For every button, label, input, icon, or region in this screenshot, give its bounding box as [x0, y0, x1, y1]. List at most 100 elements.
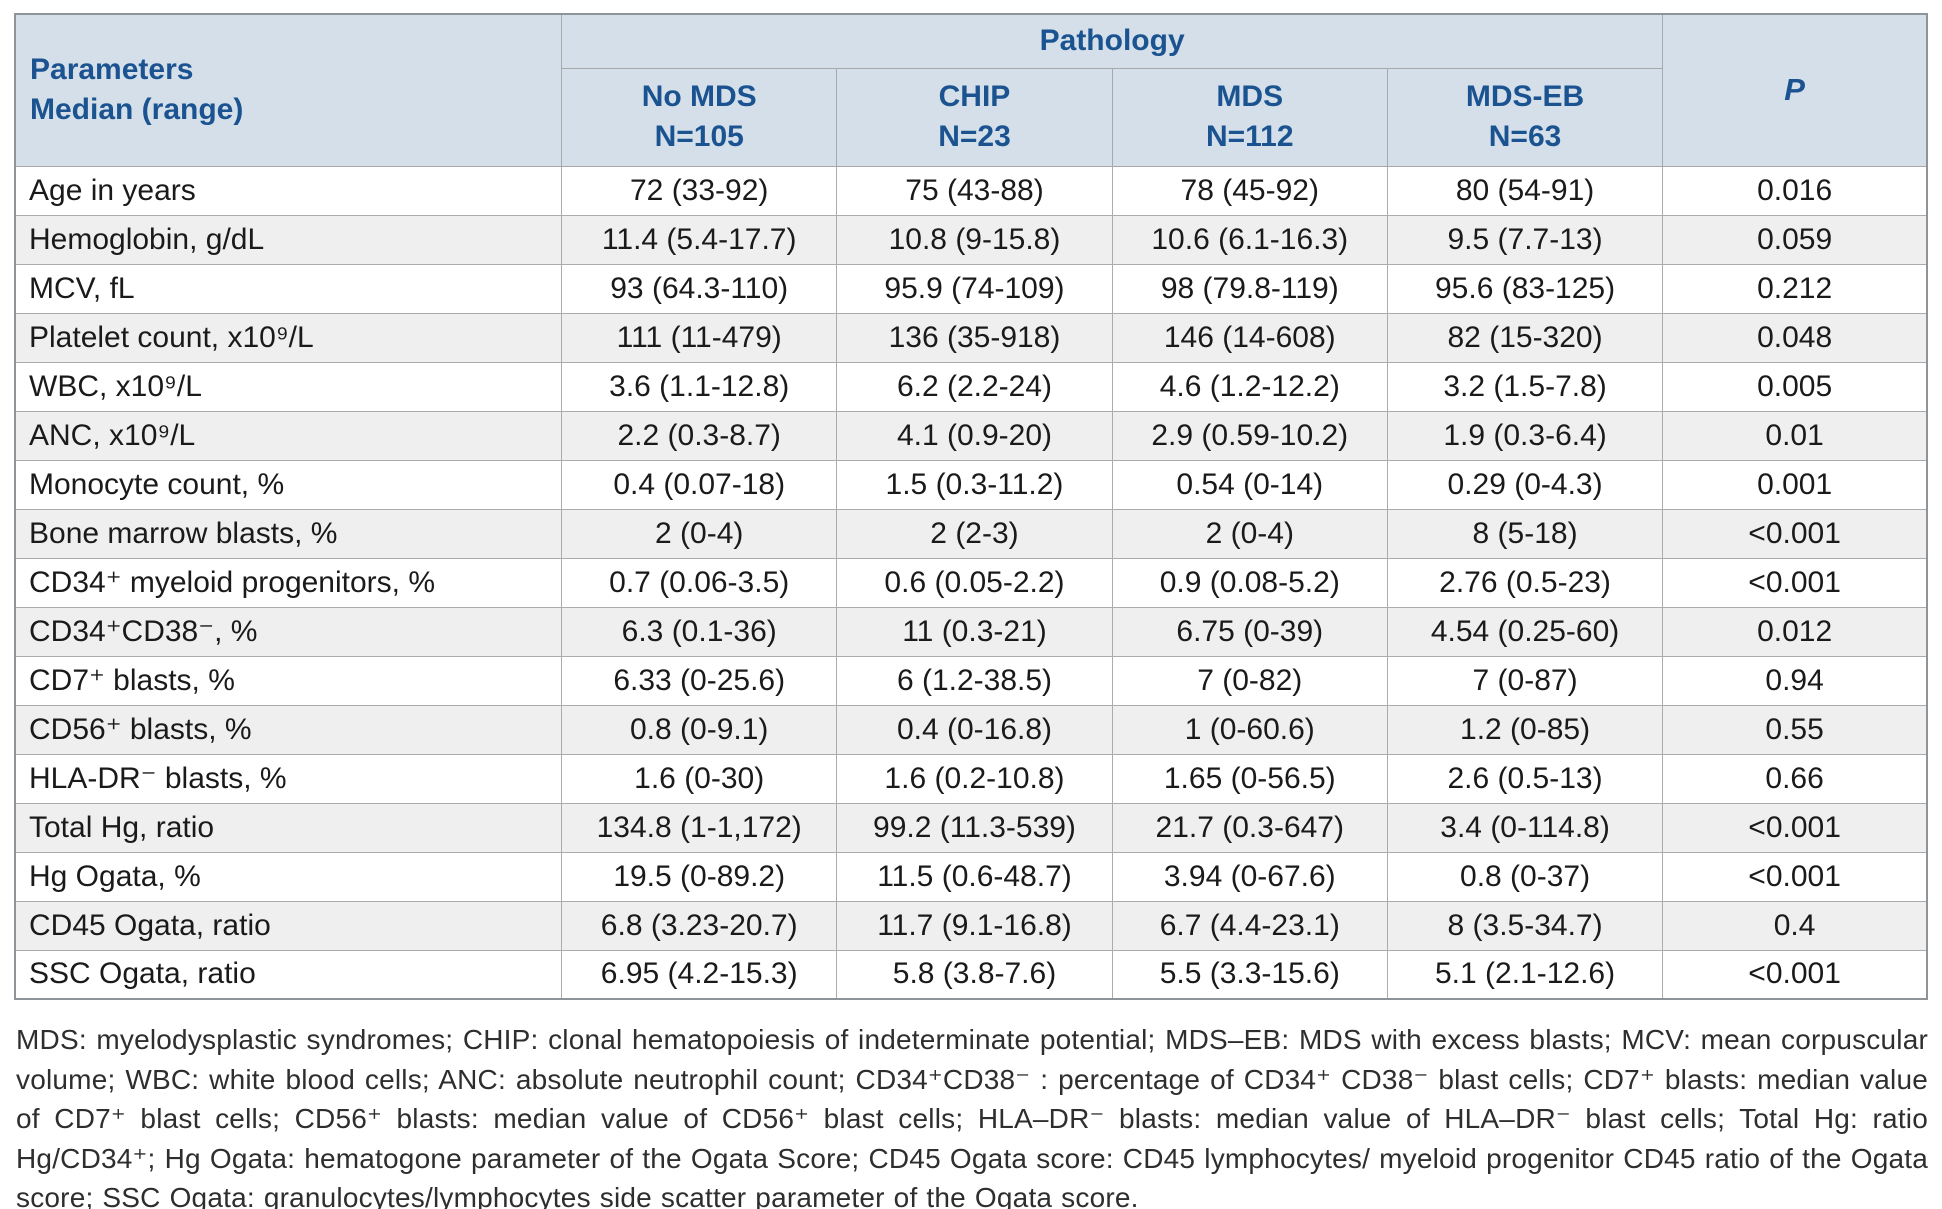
- table-row: CD34⁺ myeloid progenitors, % 0.7 (0.06-3.…: [14, 557, 1928, 608]
- column-header-no-mds: No MDS N=105: [561, 67, 838, 167]
- table-row: Age in years 72 (33-92) 75 (43-88) 78 (45-9…: [14, 165, 1928, 216]
- table-row: MCV, fL 93 (64.3-110) 95.9 (74-109) 98 (79.…: [14, 263, 1928, 314]
- parameter-cell: SSC Ogata, ratio: [14, 949, 563, 1000]
- value-cell: 6.2 (2.2-24): [836, 361, 1113, 412]
- value-cell: 0.8 (0-37): [1386, 851, 1664, 902]
- value-cell: 6.8 (3.23-20.7): [561, 900, 838, 951]
- column-header-row: No MDS N=105 CHIP N=23 MDS N=112 MDS-EB …: [15, 67, 1927, 167]
- p-value-cell: 0.016: [1662, 165, 1928, 216]
- column-label: MDS: [1216, 80, 1284, 113]
- column-n: N=63: [1488, 120, 1562, 153]
- parameter-cell: CD56⁺ blasts, %: [14, 704, 563, 755]
- value-cell: 9.5 (7.7-13): [1386, 214, 1664, 265]
- value-cell: 2 (2-3): [836, 508, 1113, 559]
- value-cell: 10.8 (9-15.8): [836, 214, 1113, 265]
- value-cell: 95.6 (83-125): [1386, 263, 1664, 314]
- column-header-mds: MDS N=112: [1111, 67, 1388, 167]
- column-header-mds-eb: MDS-EB N=63: [1386, 67, 1664, 167]
- value-cell: 6 (1.2-38.5): [836, 655, 1113, 706]
- value-cell: 3.4 (0-114.8): [1386, 802, 1664, 853]
- value-cell: 98 (79.8-119): [1111, 263, 1388, 314]
- value-cell: 1.6 (0-30): [561, 753, 838, 804]
- parameter-cell: HLA-DR⁻ blasts, %: [14, 753, 563, 804]
- value-cell: 80 (54-91): [1386, 165, 1664, 216]
- column-label: No MDS: [641, 80, 757, 113]
- value-cell: 4.1 (0.9-20): [836, 410, 1113, 461]
- footnote: MDS: myelodysplastic syndromes; CHIP: cl…: [16, 1024, 1928, 1209]
- value-cell: 4.6 (1.2-12.2): [1111, 361, 1388, 412]
- value-cell: 0.54 (0-14): [1111, 459, 1388, 510]
- value-cell: 2.2 (0.3-8.7): [561, 410, 838, 461]
- parameter-cell: Platelet count, x10⁹/L: [14, 312, 563, 363]
- column-n: N=112: [1205, 120, 1294, 153]
- value-cell: 134.8 (1-1,172): [561, 802, 838, 853]
- p-value-cell: 0.94: [1662, 655, 1928, 706]
- value-cell: 19.5 (0-89.2): [561, 851, 838, 902]
- parameter-cell: ANC, x10⁹/L: [14, 410, 563, 461]
- value-cell: 6.95 (4.2-15.3): [561, 949, 838, 1000]
- table-row: Hemoglobin, g/dL 11.4 (5.4-17.7) 10.8 (9-1…: [14, 214, 1928, 265]
- value-cell: 0.4 (0-16.8): [836, 704, 1113, 755]
- pathology-group-header: Pathology: [561, 13, 1664, 69]
- value-cell: 6.3 (0.1-36): [561, 606, 838, 657]
- value-cell: 1.9 (0.3-6.4): [1386, 410, 1664, 461]
- p-value-cell: 0.212: [1662, 263, 1928, 314]
- value-cell: 78 (45-92): [1111, 165, 1388, 216]
- p-value-header: P: [1662, 13, 1928, 167]
- value-cell: 2.6 (0.5-13): [1386, 753, 1664, 804]
- value-cell: 99.2 (11.3-539): [836, 802, 1113, 853]
- parameter-cell: Monocyte count, %: [14, 459, 563, 510]
- p-value-cell: <0.001: [1662, 802, 1928, 853]
- value-cell: 4.54 (0.25-60): [1386, 606, 1664, 657]
- value-cell: 7 (0-82): [1111, 655, 1388, 706]
- value-cell: 11.7 (9.1-16.8): [836, 900, 1113, 951]
- column-label: MDS-EB: [1465, 80, 1585, 113]
- parameter-cell: Hemoglobin, g/dL: [14, 214, 563, 265]
- value-cell: 0.6 (0.05-2.2): [836, 557, 1113, 608]
- value-cell: 93 (64.3-110): [561, 263, 838, 314]
- value-cell: 6.33 (0-25.6): [561, 655, 838, 706]
- value-cell: 146 (14-608): [1111, 312, 1388, 363]
- p-value-cell: 0.059: [1662, 214, 1928, 265]
- parameter-cell: WBC, x10⁹/L: [14, 361, 563, 412]
- table-body: Age in years 72 (33-92) 75 (43-88) 78 (45-9…: [14, 165, 1928, 1000]
- parameters-header-line2: Median (range): [30, 93, 244, 127]
- column-label: CHIP: [938, 80, 1011, 113]
- value-cell: 7 (0-87): [1386, 655, 1664, 706]
- value-cell: 1.6 (0.2-10.8): [836, 753, 1113, 804]
- value-cell: 5.5 (3.3-15.6): [1111, 949, 1388, 1000]
- value-cell: 0.4 (0.07-18): [561, 459, 838, 510]
- p-value-cell: 0.4: [1662, 900, 1928, 951]
- table-row: HLA-DR⁻ blasts, % 1.6 (0-30) 1.6 (0.2-10.8…: [14, 753, 1928, 804]
- value-cell: 111 (11-479): [561, 312, 838, 363]
- value-cell: 136 (35-918): [836, 312, 1113, 363]
- group-header-row: Parameters Median (range) Pathology P: [14, 13, 1928, 167]
- p-value-cell: 0.012: [1662, 606, 1928, 657]
- table-header: Parameters Median (range) Pathology P No…: [14, 13, 1928, 167]
- p-value-cell: 0.001: [1662, 459, 1928, 510]
- value-cell: 6.75 (0-39): [1111, 606, 1388, 657]
- value-cell: 2.9 (0.59-10.2): [1111, 410, 1388, 461]
- parameters-header-line1: Parameters: [30, 53, 194, 87]
- parameters-table: Parameters Median (range) Pathology P No…: [14, 13, 1928, 1000]
- p-value-cell: 0.66: [1662, 753, 1928, 804]
- p-value-cell: 0.01: [1662, 410, 1928, 461]
- parameters-header-cell: Parameters Median (range): [14, 13, 563, 167]
- value-cell: 2.76 (0.5-23): [1386, 557, 1664, 608]
- value-cell: 1.2 (0-85): [1386, 704, 1664, 755]
- value-cell: 5.8 (3.8-7.6): [836, 949, 1113, 1000]
- value-cell: 75 (43-88): [836, 165, 1113, 216]
- p-value-cell: <0.001: [1662, 949, 1928, 1000]
- value-cell: 1.65 (0-56.5): [1111, 753, 1388, 804]
- value-cell: 82 (15-320): [1386, 312, 1664, 363]
- value-cell: 3.2 (1.5-7.8): [1386, 361, 1664, 412]
- value-cell: 0.8 (0-9.1): [561, 704, 838, 755]
- value-cell: 72 (33-92): [561, 165, 838, 216]
- table-row: CD56⁺ blasts, % 0.8 (0-9.1) 0.4 (0-16.8) 1 …: [14, 704, 1928, 755]
- table-row: Total Hg, ratio 134.8 (1-1,172) 99.2 (11.3…: [14, 802, 1928, 853]
- parameter-cell: Age in years: [14, 165, 563, 216]
- value-cell: 2 (0-4): [1111, 508, 1388, 559]
- table-row: CD34⁺CD38⁻, % 6.3 (0.1-36) 11 (0.3-21) 6.75…: [14, 606, 1928, 657]
- value-cell: 8 (5-18): [1386, 508, 1664, 559]
- table-row: Hg Ogata, % 19.5 (0-89.2) 11.5 (0.6-48.7) 3…: [14, 851, 1928, 902]
